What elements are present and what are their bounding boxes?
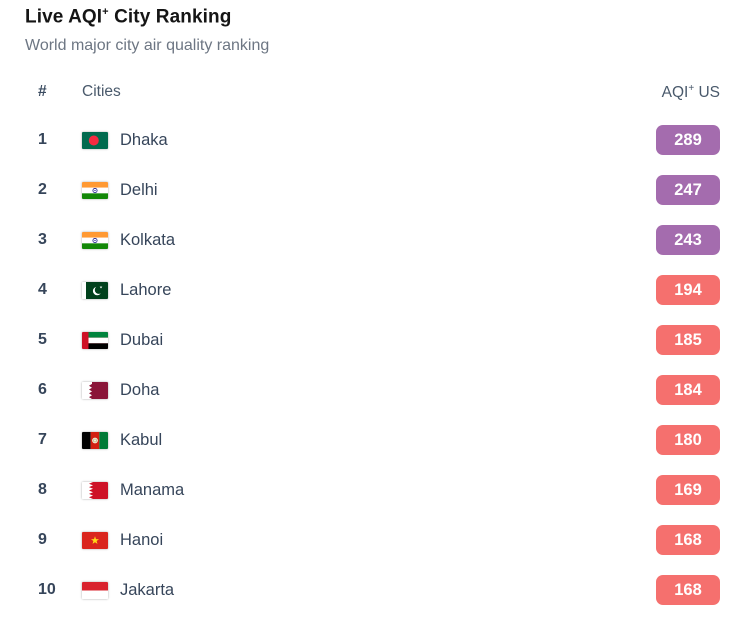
table-row[interactable]: 6 Doha 184: [25, 365, 720, 415]
vietnam-flag-icon: [82, 531, 108, 549]
table-row[interactable]: 9 Hanoi 168: [25, 515, 720, 565]
india-flag-icon: [82, 231, 108, 249]
column-header-rank: #: [38, 83, 47, 101]
table-row[interactable]: 3 Kolkata 243: [25, 215, 720, 265]
city-name[interactable]: Kolkata: [120, 230, 176, 249]
ranking-table: 1 Dhaka 289 2 Delhi 247 3 Kolkata 243 4 Lahore 194 5…: [25, 115, 720, 615]
table-row[interactable]: 1 Dhaka 289: [25, 115, 720, 165]
rank-number: 9: [38, 531, 47, 549]
afghanistan-flag-icon: [82, 431, 108, 449]
city-name[interactable]: Dhaka: [120, 130, 168, 149]
table-row[interactable]: 2 Delhi 247: [25, 165, 720, 215]
page-subtitle: World major city air quality ranking: [25, 37, 270, 55]
city-name[interactable]: Kabul: [120, 430, 163, 449]
qatar-flag-icon: [82, 381, 108, 399]
aqi-badge: 194: [656, 275, 720, 306]
aqi-badge: 168: [656, 525, 720, 556]
aqi-badge: 169: [656, 475, 720, 506]
table-row[interactable]: 4 Lahore 194: [25, 265, 720, 315]
rank-number: 3: [38, 231, 47, 249]
table-row[interactable]: 8 Manama 169: [25, 465, 720, 515]
aqi-badge: 289: [656, 125, 720, 156]
rank-number: 5: [38, 331, 47, 349]
table-row[interactable]: 10 Jakarta 168: [25, 565, 720, 615]
aqi-badge: 185: [656, 325, 720, 356]
uae-flag-icon: [82, 331, 108, 349]
city-name[interactable]: Jakarta: [120, 580, 175, 599]
india-flag-icon: [82, 181, 108, 199]
aqi-badge: 180: [656, 425, 720, 456]
rank-number: 1: [38, 131, 47, 149]
aqi-badge: 184: [656, 375, 720, 406]
rank-number: 8: [38, 481, 47, 499]
table-row[interactable]: 7 Kabul 180: [25, 415, 720, 465]
city-name[interactable]: Manama: [120, 480, 185, 499]
column-header-cities: Cities: [82, 83, 121, 101]
aqi-badge: 247: [656, 175, 720, 206]
table-row[interactable]: 5 Dubai 185: [25, 315, 720, 365]
city-name[interactable]: Hanoi: [120, 530, 164, 549]
bangladesh-flag-icon: [82, 131, 108, 149]
city-name[interactable]: Dubai: [120, 330, 164, 349]
aqi-badge: 243: [656, 225, 720, 256]
aqi-badge: 168: [656, 575, 720, 606]
table-header: # Cities AQI+ US: [25, 75, 720, 109]
rank-number: 6: [38, 381, 47, 399]
rank-number: 7: [38, 431, 47, 449]
rank-number: 4: [38, 281, 47, 299]
city-name[interactable]: Doha: [120, 380, 160, 399]
rank-number: 2: [38, 181, 47, 199]
column-header-aqi-us: AQI+ US: [661, 82, 720, 101]
city-name[interactable]: Lahore: [120, 280, 172, 299]
city-name[interactable]: Delhi: [120, 180, 158, 199]
bahrain-flag-icon: [82, 481, 108, 499]
pakistan-flag-icon: [82, 281, 108, 299]
rank-number: 10: [38, 581, 56, 599]
indonesia-flag-icon: [82, 581, 108, 599]
page-title: Live AQI+ City Ranking: [25, 6, 232, 28]
